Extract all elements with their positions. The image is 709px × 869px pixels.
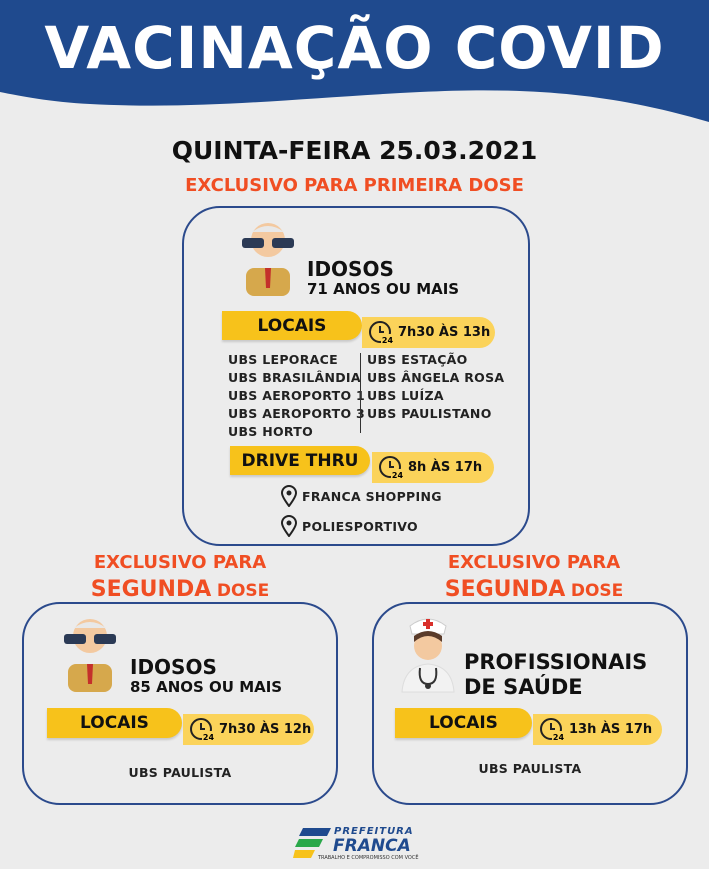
site: UBS HORTO bbox=[228, 424, 314, 439]
header-banner bbox=[0, 0, 709, 122]
nurse-icon bbox=[401, 618, 455, 693]
heading-dose: DOSE bbox=[216, 581, 270, 601]
site: UBS BRASILÂNDIA bbox=[228, 370, 361, 385]
drive-label: DRIVE THRU bbox=[230, 446, 370, 475]
heading-strong: SEGUNDA bbox=[444, 577, 566, 602]
health-card bbox=[372, 602, 688, 805]
elderly-card bbox=[22, 602, 338, 805]
hours: 8h ÀS 17h bbox=[408, 460, 483, 475]
hours-pill: 24 7h30 ÀS 13h bbox=[362, 317, 495, 348]
heading: EXCLUSIVO PARA bbox=[447, 552, 621, 573]
clock-icon: 24 bbox=[379, 456, 404, 481]
group: IDOSOS bbox=[130, 655, 217, 679]
locais-label: LOCAIS bbox=[47, 708, 182, 738]
heading-2: SEGUNDA DOSE bbox=[20, 577, 340, 602]
site: UBS AEROPORTO 1 bbox=[228, 388, 366, 403]
subgroup: 85 ANOS OU MAIS bbox=[130, 678, 283, 696]
clock-label: 24 bbox=[382, 336, 394, 345]
clock-icon: 24 bbox=[540, 718, 565, 743]
banner-shape bbox=[0, 0, 709, 122]
logo-mark bbox=[293, 828, 331, 858]
elderly-icon bbox=[64, 619, 116, 692]
first-dose-heading: EXCLUSIVO PARA PRIMEIRA DOSE bbox=[185, 175, 524, 196]
site: UBS PAULISTA bbox=[478, 761, 582, 776]
heading-dose: DOSE bbox=[570, 581, 624, 601]
group: PROFISSIONAIS bbox=[464, 650, 648, 674]
subgroup: 71 ANOS OU MAIS bbox=[307, 280, 460, 298]
sites-left: UBS LEPORACE UBS BRASILÂNDIA UBS AEROPOR… bbox=[228, 351, 365, 441]
group: DE SAÚDE bbox=[464, 675, 583, 699]
clock-icon: 24 bbox=[190, 718, 215, 743]
drive-site: POLIESPORTIVO bbox=[302, 519, 418, 534]
drive-site: FRANCA SHOPPING bbox=[302, 489, 442, 504]
date: QUINTA-FEIRA 25.03.2021 bbox=[171, 136, 538, 165]
heading-2: SEGUNDA DOSE bbox=[374, 577, 694, 602]
clock-icon: 24 bbox=[369, 321, 394, 346]
sites-right: UBS ESTAÇÃO UBS ÂNGELA ROSA UBS LUÍZA UB… bbox=[367, 351, 504, 423]
hours-pill: 24 7h30 ÀS 12h bbox=[183, 714, 314, 745]
hours-pill: 24 13h ÀS 17h bbox=[533, 714, 662, 745]
title: VACINAÇÃO COVID bbox=[44, 14, 665, 82]
locais-label: LOCAIS bbox=[395, 708, 532, 738]
site: UBS ESTAÇÃO bbox=[367, 352, 468, 367]
elderly-icon bbox=[242, 223, 294, 296]
site: UBS ÂNGELA ROSA bbox=[367, 370, 505, 385]
clock-label: 24 bbox=[203, 733, 215, 742]
group: IDOSOS bbox=[307, 257, 394, 281]
pin-icon bbox=[280, 515, 298, 537]
site: UBS AEROPORTO 3 bbox=[228, 406, 366, 421]
logo-line1: PREFEITURA bbox=[334, 826, 414, 837]
site: UBS LEPORACE bbox=[228, 352, 338, 367]
logo-tagline: TRABALHO E COMPROMISSO COM VOCÊ bbox=[318, 855, 419, 861]
clock-label: 24 bbox=[392, 471, 404, 480]
clock-label: 24 bbox=[553, 733, 565, 742]
first-dose-card bbox=[182, 206, 530, 546]
drive-hours-pill: 24 8h ÀS 17h bbox=[372, 452, 494, 483]
site: UBS LUÍZA bbox=[367, 388, 444, 403]
divider bbox=[360, 353, 361, 433]
site: UBS PAULISTA bbox=[128, 765, 232, 780]
hours: 7h30 ÀS 12h bbox=[219, 722, 312, 737]
site: UBS PAULISTANO bbox=[367, 406, 492, 421]
logo-line2: FRANCA bbox=[333, 836, 411, 856]
hours: 7h30 ÀS 13h bbox=[398, 325, 491, 340]
heading: EXCLUSIVO PARA bbox=[93, 552, 267, 573]
locais-label: LOCAIS bbox=[222, 311, 362, 340]
pin-icon bbox=[280, 485, 298, 507]
heading-strong: SEGUNDA bbox=[90, 577, 212, 602]
hours: 13h ÀS 17h bbox=[569, 722, 653, 737]
